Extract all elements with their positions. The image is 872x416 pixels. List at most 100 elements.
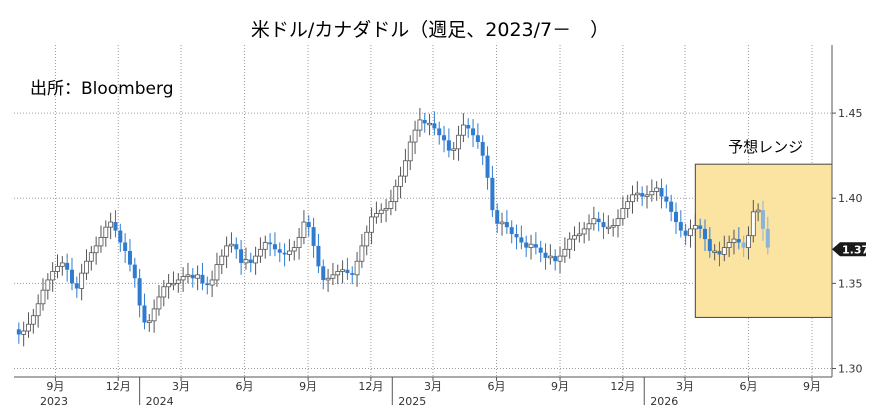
candle xyxy=(350,266,355,285)
candle-body-down xyxy=(659,188,664,197)
candle-body-down xyxy=(707,239,712,252)
candle xyxy=(692,213,698,236)
candle-body-up xyxy=(330,274,336,279)
candle xyxy=(282,243,287,267)
year-labels: 2023 2024 2025 2026 xyxy=(40,377,678,408)
candle-body-up xyxy=(547,255,553,259)
candle-body-down xyxy=(205,283,210,286)
candle-body-down xyxy=(350,273,355,275)
candle-body-down xyxy=(74,283,79,289)
candle xyxy=(388,189,394,216)
candle-body-up xyxy=(605,226,611,230)
x-axis-ticks: 9月 12月 3月 6月 9月 12月 3月 6月 9月 12月 3月 6月 9月 xyxy=(46,377,821,393)
candle-body-down xyxy=(741,242,746,248)
candle-body-up xyxy=(55,265,60,272)
candle xyxy=(180,267,186,292)
candle-body-up xyxy=(50,271,56,281)
candle xyxy=(731,229,737,255)
candle xyxy=(262,235,268,259)
candle xyxy=(422,113,427,133)
x-tick-label: 12月 xyxy=(106,380,131,393)
candle xyxy=(185,262,191,284)
candle xyxy=(605,215,611,234)
candle-body-up xyxy=(581,228,587,235)
candle-body-up xyxy=(567,238,573,250)
candle-body-up xyxy=(712,250,718,253)
candle-body-down xyxy=(113,222,118,231)
candle xyxy=(702,219,707,252)
candle xyxy=(543,243,548,270)
candle xyxy=(659,178,664,209)
x-tick-label: 9月 xyxy=(299,380,317,393)
candle-body-up xyxy=(84,260,89,274)
candle xyxy=(21,321,27,347)
candle-body-down xyxy=(519,237,524,243)
candle xyxy=(383,199,389,223)
candle-body-down xyxy=(475,135,480,143)
candle xyxy=(205,276,210,295)
candle xyxy=(750,199,756,243)
candle xyxy=(340,260,345,284)
candle xyxy=(88,245,94,271)
candle xyxy=(137,268,142,318)
candle-body-down xyxy=(306,222,311,228)
candle-body-down xyxy=(432,123,437,129)
candle xyxy=(330,262,336,286)
candle-body-up xyxy=(151,308,157,322)
candle xyxy=(103,220,109,247)
candle-body-up xyxy=(427,122,432,126)
candle xyxy=(354,251,360,287)
candle-body-up xyxy=(26,323,31,332)
candle xyxy=(480,135,485,166)
candle-body-up xyxy=(195,274,201,279)
candle xyxy=(151,299,157,333)
candle-body-down xyxy=(248,259,253,263)
candle xyxy=(576,222,582,243)
candle xyxy=(35,294,41,328)
candle-body-up xyxy=(98,236,104,247)
candle xyxy=(291,240,297,261)
candle-body-up xyxy=(374,213,379,218)
candle xyxy=(610,218,616,237)
candle xyxy=(316,233,321,274)
candle xyxy=(495,203,500,234)
y-tick-label: 1.45 xyxy=(838,107,863,120)
candle xyxy=(460,113,466,143)
candle xyxy=(311,217,316,258)
candle-body-up xyxy=(185,274,191,277)
candle-body-up xyxy=(388,201,394,209)
candle xyxy=(171,271,176,291)
candle xyxy=(451,142,457,160)
candle-body-down xyxy=(118,230,123,243)
candle-body-up xyxy=(214,264,220,281)
candle xyxy=(596,211,601,232)
candle xyxy=(335,264,341,285)
candle xyxy=(306,215,311,237)
candle xyxy=(26,312,31,338)
x-tick-label: 9月 xyxy=(803,380,821,393)
candle xyxy=(417,107,423,137)
x-tick-label: 3月 xyxy=(172,380,190,393)
candle xyxy=(760,200,765,241)
candle xyxy=(296,228,302,260)
candle xyxy=(528,234,534,260)
candle xyxy=(40,278,46,311)
candle xyxy=(277,242,282,263)
candle xyxy=(248,252,253,273)
candle xyxy=(688,219,693,248)
candle-body-down xyxy=(664,196,669,202)
candle-body-down xyxy=(669,201,674,212)
candle-body-up xyxy=(262,242,268,250)
year-label: 2024 xyxy=(146,395,174,408)
candle xyxy=(234,237,239,259)
candle-body-up xyxy=(301,221,307,238)
candle xyxy=(553,249,558,271)
candle-body-down xyxy=(514,233,519,238)
candle xyxy=(175,273,181,293)
candle-body-down xyxy=(442,135,447,141)
chart-title: 米ドル/カナダドル（週足、2023/7－ ） xyxy=(251,19,609,41)
candle xyxy=(717,241,722,267)
candle xyxy=(84,249,89,280)
candle xyxy=(93,236,99,265)
candle-body-up xyxy=(557,255,563,262)
